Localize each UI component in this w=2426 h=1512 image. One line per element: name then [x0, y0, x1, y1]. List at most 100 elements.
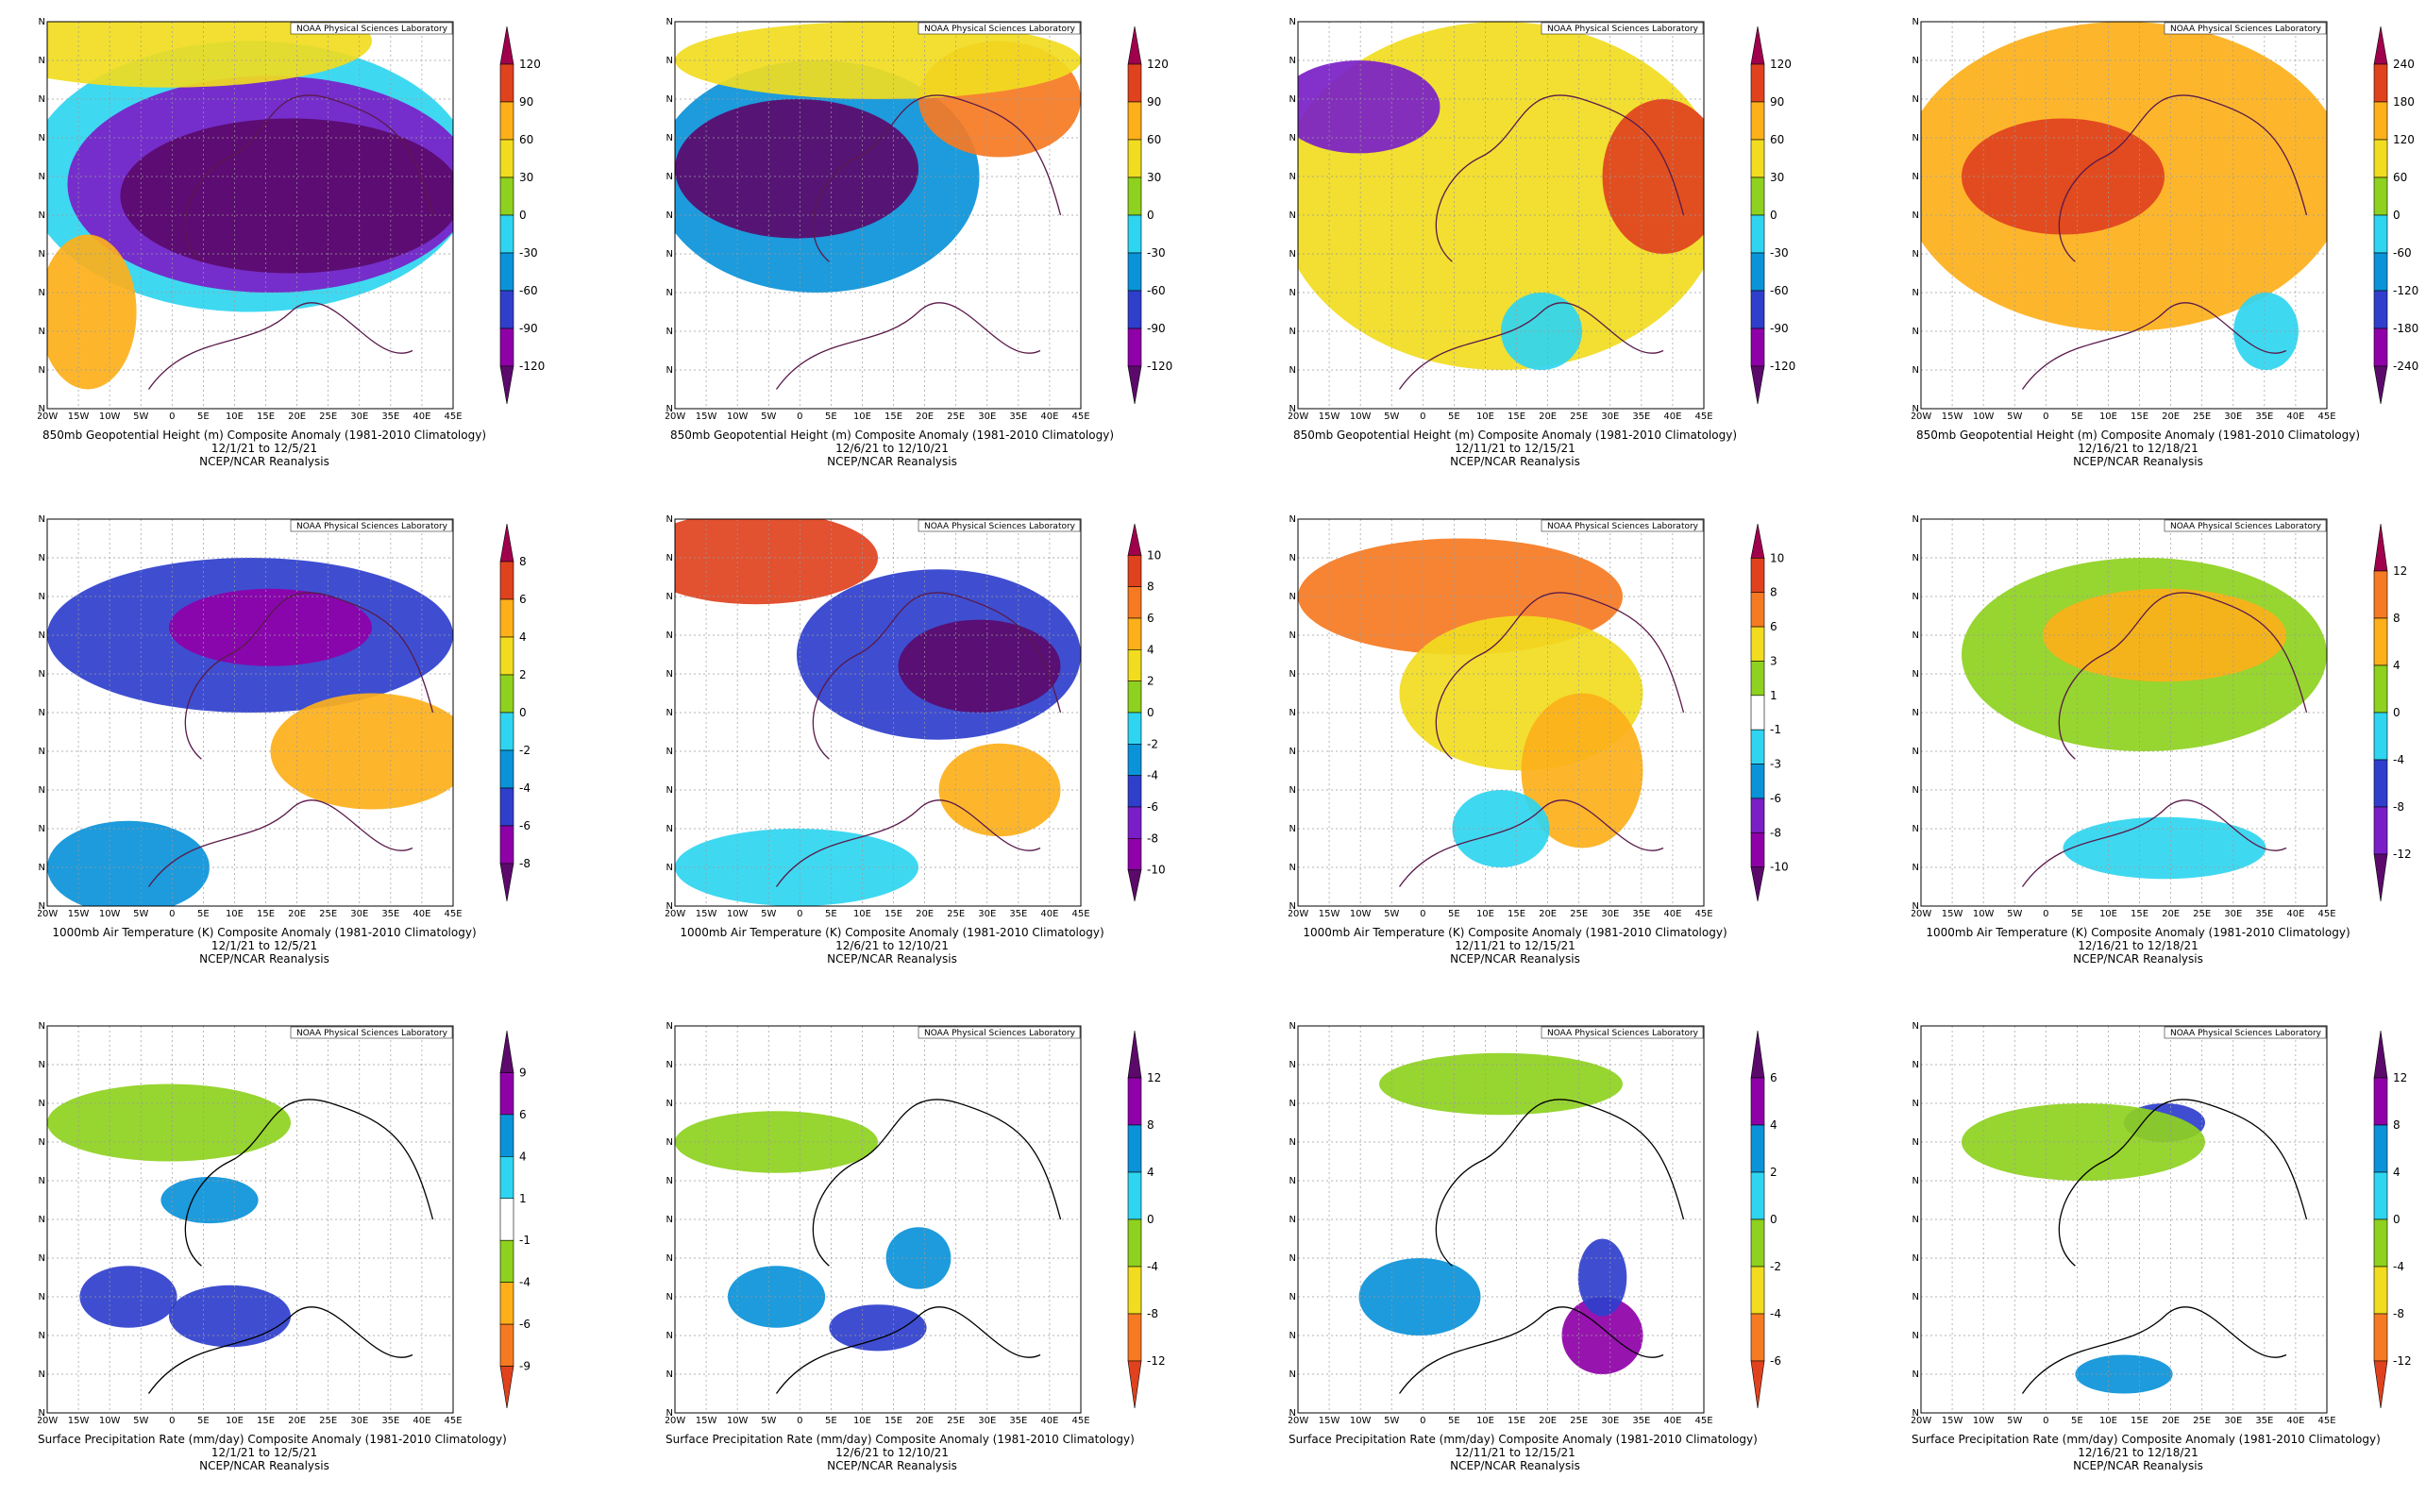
lon-tick-label: 0 — [797, 412, 802, 422]
colorbar-swatch — [1750, 1360, 1765, 1409]
lon-tick-label: 15E — [1508, 909, 1525, 919]
colorbar-swatch — [1127, 712, 1142, 745]
colorbar-swatch — [1750, 328, 1765, 367]
colorbar-swatch — [499, 1030, 514, 1073]
map-frame — [1297, 518, 1705, 907]
coastline — [775, 1099, 1062, 1394]
lon-tick-label: 15E — [1508, 1416, 1525, 1426]
colorbar-swatch — [2373, 1171, 2388, 1220]
panel-caption: Surface Precipitation Rate (mm/day) Comp… — [38, 1433, 507, 1472]
lon-tick-label: 40E — [1663, 909, 1681, 919]
colorbar-swatch — [1127, 176, 1142, 216]
colorbar-swatch — [2373, 1266, 2388, 1315]
lon-tick-label: 25E — [319, 1416, 337, 1426]
lon-tick-label: 15W — [1942, 909, 1963, 919]
colorbar-swatch — [1127, 680, 1142, 714]
lab-label: NOAA Physical Sciences Laboratory — [1547, 1029, 1699, 1038]
lat-tick-label: 60N — [665, 172, 673, 182]
anomaly-contour — [1358, 1258, 1481, 1336]
lat-tick-label: 30N — [1289, 1408, 1296, 1419]
date-range: 12/11/21 to 12/15/21 — [1455, 939, 1575, 952]
colorbar-tick-label: -90 — [1147, 322, 1166, 335]
lon-tick-label: 0 — [2043, 412, 2048, 422]
lat-tick-label: 65N — [1912, 1137, 1919, 1148]
lon-tick-label: 15E — [884, 412, 902, 422]
colorbar-tick-label: 0 — [1770, 209, 1777, 222]
lat-tick-label: 50N — [1289, 249, 1296, 260]
map-panel: NOAA Physical Sciences Laboratory 20W 15W 1… — [38, 17, 604, 508]
lon-tick-label: 0 — [797, 1416, 802, 1426]
colorbar-tick-label: -4 — [519, 1276, 531, 1289]
lat-tick-label: 60N — [1912, 1176, 1919, 1186]
data-source: NCEP/NCAR Reanalysis — [2073, 1459, 2203, 1472]
colorbar-swatch — [499, 712, 514, 751]
lat-tick-label: 75N — [1289, 553, 1296, 563]
lab-label-box — [2164, 519, 2327, 532]
lat-tick-label: 55N — [1912, 1215, 1919, 1225]
lat-tick-label: 30N — [665, 1408, 673, 1419]
colorbar-swatch — [499, 598, 514, 638]
lon-tick-label: 15E — [257, 412, 275, 422]
data-source: NCEP/NCAR Reanalysis — [2073, 952, 2203, 966]
colorbar-swatch — [1750, 626, 1765, 662]
lon-tick-label: 10W — [1350, 1416, 1372, 1426]
colorbar-tick-label: 10 — [1147, 548, 1161, 562]
colorbar-tick-label: -60 — [2393, 246, 2412, 260]
lon-tick-label: 20W — [665, 412, 685, 422]
colorbar-swatch — [2373, 214, 2388, 254]
colorbar-tick-label: -60 — [519, 284, 538, 297]
colorbar-tick-label: -10 — [1770, 861, 1789, 874]
lon-tick-label: 10E — [226, 909, 244, 919]
lat-tick-label: 55N — [665, 1215, 673, 1225]
colorbar-tick-label: 4 — [2393, 1166, 2401, 1179]
colorbar-swatch — [1127, 1171, 1142, 1220]
colorbar-tick-label: 3 — [1770, 654, 1777, 667]
colorbar-swatch — [1127, 869, 1142, 902]
lon-tick-label: 15W — [696, 909, 717, 919]
lon-tick-label: 20E — [2162, 1416, 2180, 1426]
lat-tick-label: 45N — [1912, 785, 1919, 796]
colorbar-swatch — [499, 252, 514, 292]
colorbar-swatch — [1127, 617, 1142, 650]
lat-tick-label: 35N — [38, 1369, 45, 1380]
lon-tick-label: 10E — [1476, 909, 1494, 919]
lon-tick-label: 35E — [381, 909, 399, 919]
lab-label: NOAA Physical Sciences Laboratory — [296, 522, 448, 531]
colorbar-swatch — [1127, 290, 1142, 329]
lat-tick-label: 45N — [1289, 785, 1296, 796]
lon-tick-label: 5W — [133, 1416, 148, 1426]
colorbar-tick-label: 0 — [2393, 209, 2401, 222]
colorbar-swatch — [1750, 764, 1765, 799]
lab-label-box — [1541, 519, 1704, 532]
lon-tick-label: 25E — [1570, 909, 1588, 919]
lat-tick-label: 50N — [1912, 249, 1919, 260]
lon-tick-label: 10W — [99, 412, 121, 422]
lat-tick-label: 35N — [1289, 863, 1296, 873]
colorbar-tick-label: 60 — [519, 133, 533, 146]
variable-title: 1000mb Air Temperature (K) Composite Ano… — [1926, 926, 2350, 939]
colorbar-tick-label: 90 — [1770, 95, 1784, 109]
map-panel: NOAA Physical Sciences Laboratory 20W 15W 1… — [1912, 1021, 2426, 1512]
colorbar: 120 90 60 30 0 -30 -60 -90 -120 — [1750, 25, 1795, 405]
lon-tick-label: 20W — [38, 1416, 58, 1426]
lat-tick-label: 35N — [665, 863, 673, 873]
lon-tick-label: 10W — [727, 412, 749, 422]
colorbar-swatch — [499, 101, 514, 141]
lon-tick-label: 0 — [2043, 1416, 2048, 1426]
colorbar-swatch — [1750, 1171, 1765, 1220]
lon-tick-label: 30E — [2224, 1416, 2242, 1426]
colorbar-swatch — [1750, 798, 1765, 833]
anomaly-contour — [675, 519, 878, 605]
colorbar-swatch — [1750, 1030, 1765, 1079]
lab-label-box — [1541, 22, 1704, 35]
colorbar-swatch — [1127, 744, 1142, 776]
colorbar-swatch — [1127, 555, 1142, 587]
lat-tick-label: 80N — [38, 514, 45, 525]
lon-tick-label: 20W — [1289, 1416, 1308, 1426]
lon-tick-label: 20E — [2162, 909, 2180, 919]
